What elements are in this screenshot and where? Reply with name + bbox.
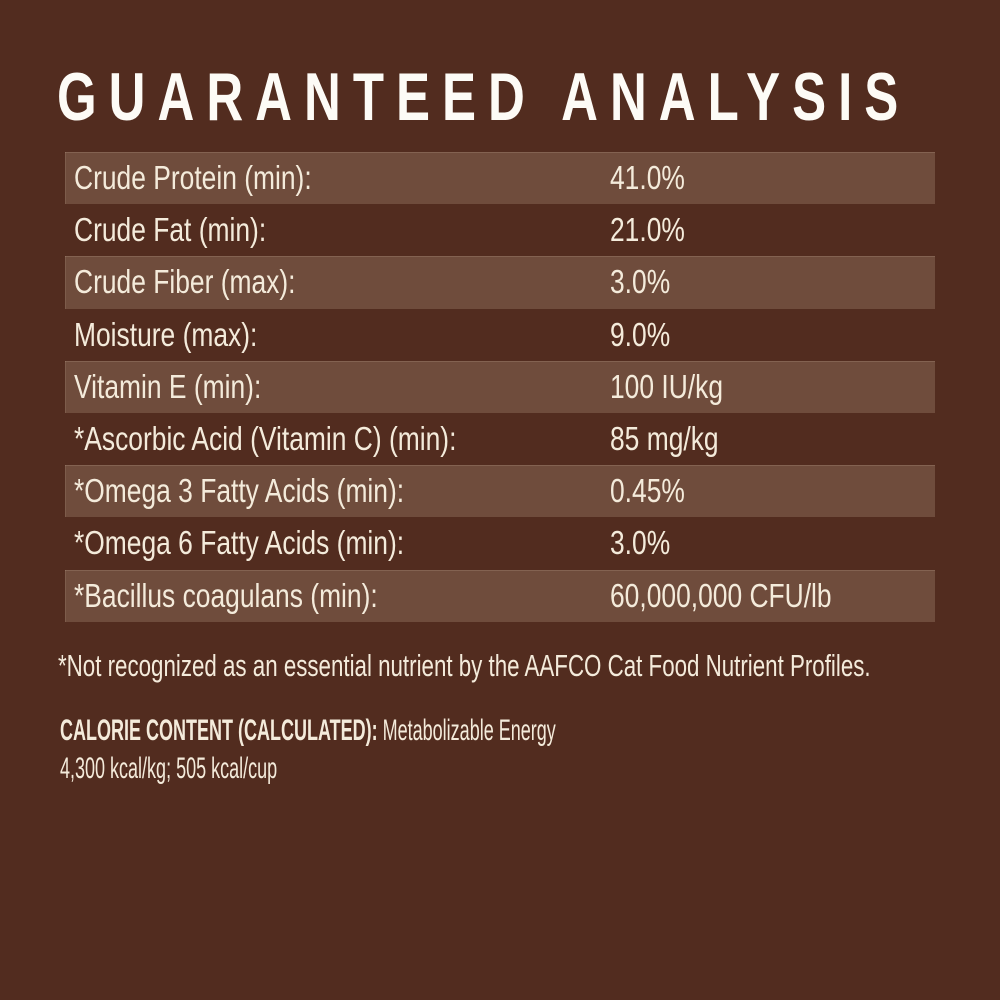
analysis-table-row: Crude Fiber (max): 3.0% [65, 256, 935, 309]
nutrient-value-cell: 100 IU/kg [610, 368, 751, 406]
nutrient-label-cell: *Bacillus coagulans (min): [65, 577, 454, 615]
nutrient-value: 3.0% [610, 524, 671, 562]
nutrient-label-cell: Crude Fat (min): [65, 211, 314, 249]
nutrient-label: *Omega 3 Fatty Acids (min): [74, 472, 405, 510]
nutrient-label-cell: Moisture (max): [65, 316, 303, 354]
nutrient-label-cell: Crude Protein (min): [65, 159, 371, 197]
nutrient-label: Vitamin E (min): [74, 367, 262, 405]
nutrient-value: 100 IU/kg [610, 367, 723, 405]
nutrient-value-cell: 9.0% [610, 316, 685, 354]
nutrient-value: 0.45% [610, 472, 685, 510]
nutrient-value: 60,000,000 CFU/lb [610, 576, 832, 614]
nutrient-value: 21.0% [610, 211, 685, 249]
nutrient-label: *Ascorbic Acid (Vitamin C) (min): [74, 420, 457, 458]
nutrient-label-cell: Crude Fiber (max): [65, 263, 351, 301]
nutrient-value-cell: 85 mg/kg [610, 420, 746, 458]
analysis-table-row: Vitamin E (min): 100 IU/kg [65, 360, 935, 413]
nutrient-value: 85 mg/kg [610, 420, 719, 458]
nutrient-value-cell: 21.0% [610, 211, 704, 249]
nutrient-value: 41.0% [610, 159, 685, 197]
nutrient-value-cell: 3.0% [610, 524, 685, 562]
nutrient-label: Crude Protein (min): [74, 159, 312, 197]
nutrient-value-cell: 0.45% [610, 472, 704, 510]
analysis-table-row: Crude Fat (min): 21.0% [65, 204, 935, 256]
nutrient-label-cell: *Ascorbic Acid (Vitamin C) (min): [65, 420, 552, 458]
calorie-values-line: 4,300 kcal/kg; 505 kcal/cup [60, 750, 422, 793]
nutrient-label-cell: *Omega 6 Fatty Acids (min): [65, 524, 487, 562]
analysis-table-row: Moisture (max): 9.0% [65, 309, 935, 361]
page-title: GUARANTEED ANALYSIS [57, 63, 1000, 143]
analysis-table-row: *Ascorbic Acid (Vitamin C) (min): 85 mg/… [65, 413, 935, 465]
nutrient-value-cell: 60,000,000 CFU/lb [610, 577, 887, 615]
analysis-table-row: *Omega 6 Fatty Acids (min): 3.0% [65, 517, 935, 569]
calorie-content-text: CALORIE CONTENT (CALCULATED): Metaboliza… [60, 712, 556, 750]
nutrient-value-cell: 41.0% [610, 159, 704, 197]
aafco-footnote: *Not recognized as an essential nutrient… [58, 645, 1000, 693]
calorie-values-text: 4,300 kcal/kg; 505 kcal/cup [60, 752, 278, 785]
calorie-content-description: Metabolizable Energy [382, 714, 556, 747]
analysis-table-row: Crude Protein (min): 41.0% [65, 152, 935, 205]
calorie-content-heading: CALORIE CONTENT (CALCULATED): [60, 714, 378, 747]
analysis-table-row: *Bacillus coagulans (min): 60,000,000 CF… [65, 569, 935, 622]
nutrient-label: *Omega 6 Fatty Acids (min): [74, 524, 405, 562]
aafco-footnote-text: *Not recognized as an essential nutrient… [58, 648, 871, 683]
nutrient-label: Crude Fat (min): [74, 211, 267, 249]
page-title-text: GUARANTEED ANALYSIS [57, 59, 911, 135]
nutrient-label-cell: Vitamin E (min): [65, 368, 308, 406]
analysis-table: Crude Protein (min): 41.0% Crude Fat (mi… [65, 152, 935, 622]
nutrient-value: 3.0% [610, 263, 671, 301]
nutrient-label: *Bacillus coagulans (min): [74, 576, 378, 614]
nutrient-label: Crude Fiber (max): [74, 263, 296, 301]
nutrient-label: Moisture (max): [74, 315, 258, 353]
nutrient-value-cell: 3.0% [610, 263, 685, 301]
nutrient-label-cell: *Omega 3 Fatty Acids (min): [65, 472, 487, 510]
analysis-table-row: *Omega 3 Fatty Acids (min): 0.45% [65, 465, 935, 518]
nutrient-value: 9.0% [610, 315, 671, 353]
calorie-content-line: CALORIE CONTENT (CALCULATED): Metaboliza… [60, 712, 886, 755]
